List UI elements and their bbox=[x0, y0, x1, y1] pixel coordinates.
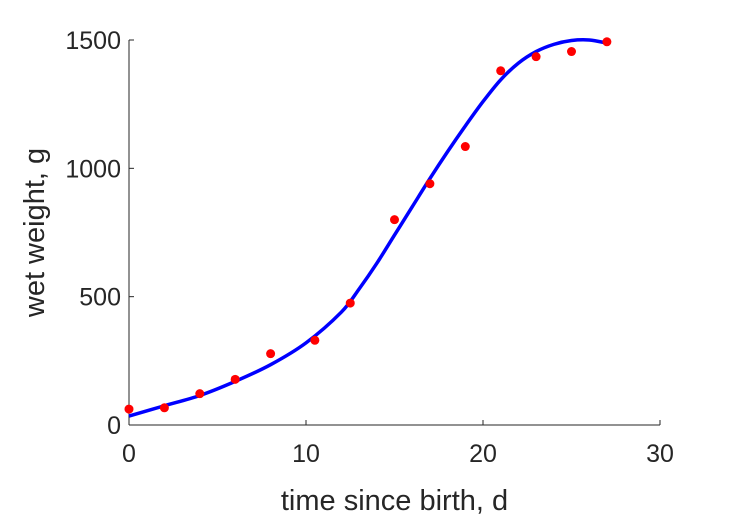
x-tick-label: 30 bbox=[646, 440, 674, 468]
data-point bbox=[124, 404, 134, 414]
x-tick-label: 20 bbox=[469, 440, 497, 468]
data-point bbox=[345, 298, 355, 308]
data-point bbox=[496, 66, 506, 76]
data-point bbox=[266, 349, 276, 359]
y-ticks: 0 500 1000 1500 bbox=[65, 27, 134, 440]
x-axis-label: time since birth, d bbox=[281, 485, 508, 517]
y-tick-label: 1500 bbox=[65, 27, 121, 55]
fit-curve bbox=[128, 38, 608, 418]
data-point bbox=[310, 335, 320, 345]
data-point bbox=[460, 142, 470, 152]
x-tick-label: 10 bbox=[292, 440, 320, 468]
data-point bbox=[390, 215, 399, 225]
axes bbox=[128, 40, 660, 426]
data-point bbox=[159, 403, 169, 413]
x-ticks: 0 10 20 30 bbox=[122, 420, 674, 468]
data-point bbox=[230, 374, 240, 384]
data-point bbox=[425, 179, 435, 189]
data-point bbox=[531, 52, 541, 62]
series-layer bbox=[124, 37, 612, 418]
y-tick-label: 500 bbox=[79, 284, 121, 312]
data-point bbox=[567, 47, 576, 57]
data-point bbox=[195, 389, 205, 399]
data-point bbox=[602, 37, 612, 47]
y-tick-label: 0 bbox=[107, 412, 121, 440]
y-tick-label: 1000 bbox=[65, 155, 121, 183]
y-axis-label: wet weight, g bbox=[19, 148, 51, 318]
x-tick-label: 0 bbox=[122, 440, 136, 468]
